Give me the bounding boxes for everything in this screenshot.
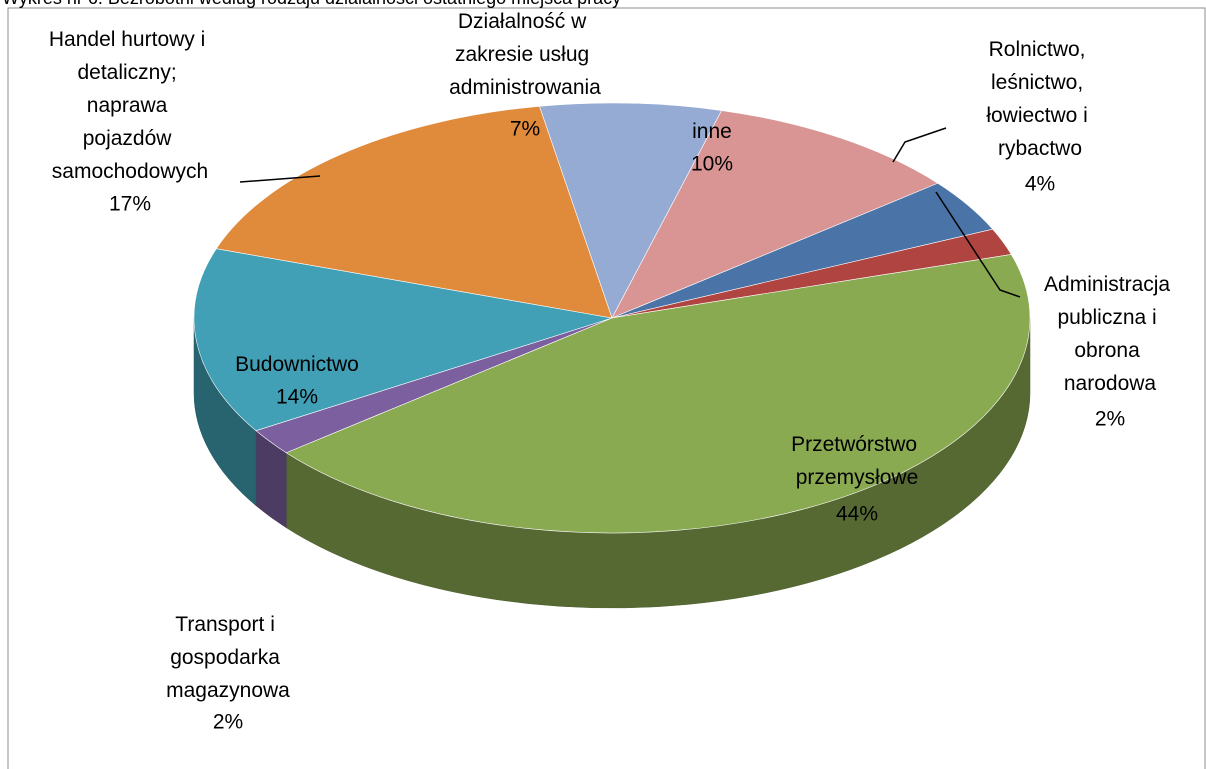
slice-value-label: 44% bbox=[836, 503, 878, 526]
slice-value-label: 2% bbox=[1095, 408, 1125, 431]
slice-value-label: 14% bbox=[276, 386, 318, 409]
slice-label: Przetwórstwo przemysłowe bbox=[791, 433, 923, 489]
slice-label: Administracja publiczna i obrona narodow… bbox=[1044, 273, 1176, 395]
leader-line bbox=[935, 191, 1021, 298]
pie-slice bbox=[193, 248, 613, 431]
pie-slice bbox=[215, 105, 613, 319]
pie-slice bbox=[611, 110, 939, 319]
slice-label: Rolnictwo, leśnictwo, łowiectwo i rybact… bbox=[986, 38, 1093, 160]
chart-title: Wykres nr 6. Bezrobotni według rodzaju d… bbox=[2, 0, 621, 8]
slice-value-label: 7% bbox=[510, 118, 540, 141]
slice-label: inne bbox=[692, 120, 732, 143]
leader-line bbox=[239, 175, 321, 183]
pie-slice bbox=[285, 254, 1031, 534]
slice-value-label: 10% bbox=[691, 153, 733, 176]
slice-label: Budownictwo bbox=[235, 353, 359, 376]
chart-frame bbox=[7, 7, 1206, 769]
slice-label: Działalność w zakresie usług administrow… bbox=[449, 10, 601, 99]
pie-sides bbox=[193, 317, 1031, 609]
leader-line bbox=[892, 127, 947, 163]
slice-value-label: 2% bbox=[213, 711, 243, 734]
slice-label: Handel hurtowy i detaliczny; naprawa poj… bbox=[49, 28, 211, 183]
slice-value-label: 4% bbox=[1025, 173, 1055, 196]
pie-slice bbox=[539, 102, 723, 319]
slice-value-label: 17% bbox=[109, 193, 151, 216]
slice-label: Transport i gospodarka magazynowa bbox=[166, 613, 290, 702]
